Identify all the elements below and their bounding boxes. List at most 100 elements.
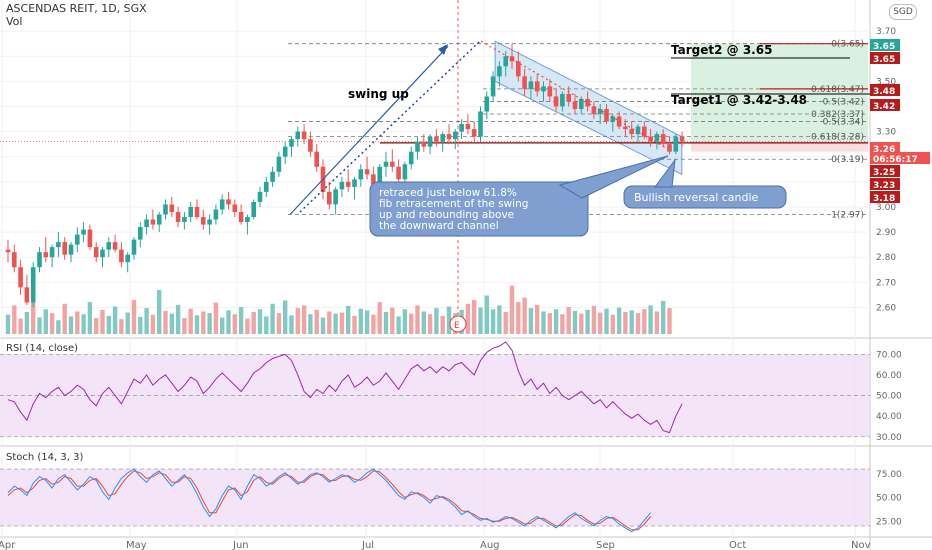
volume-bar [194,315,200,334]
volume-bar [188,308,193,334]
volume-bar [390,307,395,334]
fib-level-label: 0.382(3.37) [811,110,864,120]
candle-body [597,108,603,115]
candle-body [226,199,231,205]
volume-bar [207,313,212,334]
volume-bar [383,312,389,334]
price-tag-label: 3.18 [873,194,895,204]
price-axis-tick-label: 3.30 [876,128,896,138]
candle-body [497,66,502,77]
volume-bar [522,297,527,334]
target1-label: Target1 @ 3.42-3.48 [671,93,807,107]
currency-scale-button[interactable]: SGD [889,4,917,20]
volume-bar [213,302,219,334]
volume-bar [535,304,540,334]
volume-bar [257,309,263,334]
rsi-axis-tick-label: 60.00 [876,371,902,381]
candle-body [144,219,149,228]
price-axis-tick-label: 2.70 [876,278,896,288]
candle-body [459,124,464,132]
price-tag-label: 3.65 [873,55,895,65]
candle-body [377,166,382,185]
candle-body [232,204,238,212]
volume-bar [327,311,332,334]
candle-body [175,211,181,223]
volume-bar [106,315,111,334]
volume-bar [497,305,502,334]
candle-body [308,139,313,152]
volume-bar [112,306,118,334]
volume-bar [604,308,609,334]
candle-body [201,217,206,225]
stoch-k-line [7,468,651,533]
candle-body [238,211,244,223]
volume-bar [409,313,414,334]
volume-bar [5,314,11,334]
candle-body [125,254,130,263]
candle-body [194,206,200,218]
price-axis-tick-label: 2.60 [876,303,896,313]
volume-bar [87,302,93,334]
earnings-marker-label: E [454,321,460,331]
rsi-axis-tick-label: 30.00 [876,433,902,443]
volume-bar [264,316,269,334]
stoch-axis-tick-label: 50.00 [876,494,902,504]
volume-bar [56,320,61,334]
volume-bar [201,311,206,334]
candle-body [408,151,414,165]
candle-body [516,61,521,77]
price-tag [870,191,900,203]
volume-bar [648,305,653,334]
fib-level-label: 0(3.65) [831,40,864,50]
volume-bar [591,305,597,334]
candle-body [465,124,471,130]
candle-body [635,126,641,135]
volume-bar [182,318,187,334]
candle-body [87,229,93,248]
volume-bar [478,307,483,334]
swing-up-arrow [289,45,449,215]
candle-body [295,131,301,140]
candle-body [93,247,99,258]
x-axis-tick-label: Aug [480,540,500,550]
volume-bar [566,307,571,334]
candle-body [12,252,17,268]
stoch-axis-tick-label: 25.00 [876,517,902,527]
volume-bar [251,312,256,334]
rsi-line [7,341,683,434]
volume-bar [49,313,55,334]
price-axis-tick-label: 2.90 [876,228,896,238]
rsi-title: RSI (14, close) [6,343,78,354]
price-tag-label: 3.26 [873,145,895,155]
price-tag-label: 06:56:17 [873,155,918,165]
volume-bar [245,318,250,334]
x-axis-tick-label: Nov [851,540,871,550]
volume-bar [276,313,282,334]
volume-bar [358,308,363,334]
candle-body [345,181,351,187]
volume-bar [446,306,452,334]
candle-body [471,129,477,137]
volume-bar [37,317,42,334]
fib-level-label: 0.618(3.28) [811,133,864,143]
candle-body [119,249,124,263]
candle-body [5,249,11,253]
volume-bar [131,299,137,334]
volume-bar [31,301,36,334]
volume-bar [163,310,168,334]
volume-bar [585,309,590,334]
candle-body [37,252,42,268]
volume-bar [314,309,319,334]
rsi-axis-tick-label: 50.00 [876,392,902,402]
price-axis-tick-label: 2.80 [876,253,896,263]
volume-bar [75,311,80,334]
candle-body [484,96,490,112]
symbol-title: ASCENDAS REIT, 1D, SGX [6,2,147,15]
volume-bar [553,309,559,334]
volume-bar [396,316,401,334]
volume-bar [642,309,647,334]
volume-bar [427,314,433,334]
volume-bar [320,317,326,334]
x-axis-tick-label: Jul [361,540,374,550]
